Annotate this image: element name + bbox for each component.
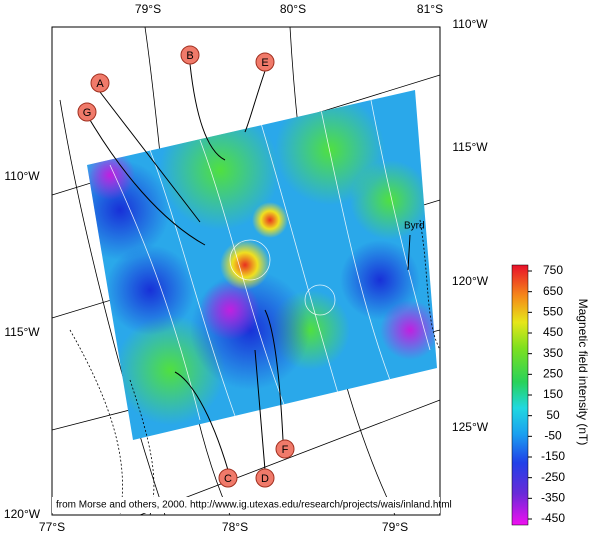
marker-circle <box>275 439 295 459</box>
marker-circle <box>180 45 200 65</box>
colorbar-tick-label: -350 <box>541 491 565 505</box>
colorbar-tick-label: -150 <box>541 449 565 463</box>
colorbar-tick-label: 550 <box>543 305 563 319</box>
site-marker: B <box>180 45 200 65</box>
marker-circle <box>218 468 238 488</box>
marker-circle <box>255 52 275 72</box>
marker-label: A <box>96 78 104 90</box>
site-marker: E <box>255 52 275 72</box>
colorbar-tick-label: 150 <box>543 387 563 401</box>
site-marker: F <box>275 439 295 459</box>
coordinate-label: 110°W <box>4 169 40 183</box>
coordinate-label: 115°W <box>452 140 488 154</box>
coordinate-label: 77°S <box>39 520 65 534</box>
arrows <box>89 63 411 471</box>
coordinate-label: 115°W <box>4 325 40 339</box>
marker-circle <box>77 102 97 122</box>
colorbar-tick-label: 50 <box>546 408 560 422</box>
coordinate-label: 120°W <box>4 507 41 521</box>
coordinate-label: 110°W <box>452 17 488 31</box>
coordinate-label: 80°S <box>280 2 306 16</box>
colorbar-tick-label: 450 <box>543 325 563 339</box>
marker-label: C <box>224 473 232 485</box>
colorbar-tick-label: -450 <box>541 511 565 525</box>
marker-label: G <box>83 107 92 119</box>
site-marker: A <box>90 73 110 93</box>
credit: from Morse and others, 2000. http://www.… <box>56 500 452 511</box>
colorbar-tick-label: -250 <box>541 470 565 484</box>
coordinate-label: 79°S <box>135 2 161 16</box>
colorbar-tick-label: 350 <box>543 346 563 360</box>
colorbar-tick-label: 750 <box>543 263 563 277</box>
colorbar-label: Magnetic field intensity (nT) <box>576 299 590 446</box>
labels: 79°S 80°S 81°S 77°S 78°S 79°S 110°W 115°W 120°W 1… <box>4 2 489 534</box>
colorbar <box>511 264 529 526</box>
site-marker: D <box>255 468 275 488</box>
marker-circle <box>90 73 110 93</box>
marker-label: E <box>261 57 268 69</box>
marker-label: D <box>261 473 269 485</box>
boundary-lines <box>69 219 441 516</box>
colorbar-tick-label: 250 <box>543 367 563 381</box>
marker-label: F <box>282 444 289 456</box>
coordinate-label: 81°S <box>417 2 443 16</box>
credit-box <box>52 497 440 513</box>
coordinate-label: 120°W <box>452 274 489 288</box>
place-label: Byrd <box>404 221 425 232</box>
coordinate-label: 125°W <box>452 420 489 434</box>
marker-circle <box>255 468 275 488</box>
colorbar-tick-label: 650 <box>543 284 563 298</box>
marker-label: B <box>186 50 193 62</box>
site-marker: G <box>77 102 97 122</box>
coordinate-label: 78°S <box>222 520 248 534</box>
colorbar-tick-label: -50 <box>544 429 562 443</box>
site-marker: C <box>218 468 238 488</box>
magnetic-anomaly-map <box>87 90 437 440</box>
coordinate-label: 79°S <box>382 520 408 534</box>
